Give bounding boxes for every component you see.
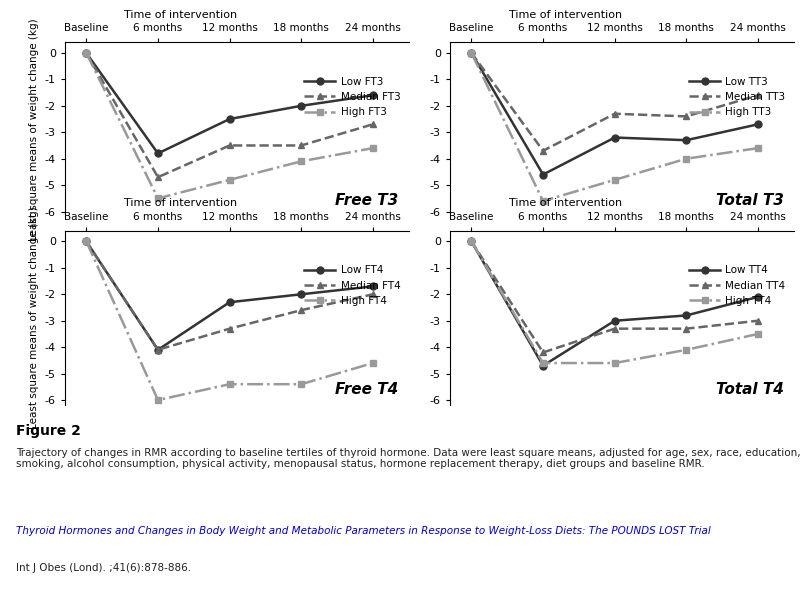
Median TT3 bbox=[610, 110, 620, 117]
Low FT4 bbox=[368, 283, 377, 290]
Text: Total T4: Total T4 bbox=[715, 382, 783, 397]
Low FT4 bbox=[296, 290, 306, 298]
X-axis label: Time of intervention: Time of intervention bbox=[509, 10, 622, 20]
High FT3 bbox=[82, 49, 92, 56]
Line: High FT4: High FT4 bbox=[83, 238, 377, 404]
X-axis label: Time of intervention: Time of intervention bbox=[124, 198, 237, 208]
Low TT3 bbox=[538, 171, 548, 178]
Line: Median FT4: Median FT4 bbox=[83, 238, 377, 353]
High TT4 bbox=[681, 346, 691, 353]
Y-axis label: Least square means of weight change (kg): Least square means of weight change (kg) bbox=[29, 18, 39, 241]
Line: High FT3: High FT3 bbox=[83, 50, 377, 202]
Median TT3 bbox=[753, 91, 763, 99]
Line: High TT3: High TT3 bbox=[468, 50, 761, 204]
Median TT3 bbox=[681, 113, 691, 120]
X-axis label: Time of intervention: Time of intervention bbox=[509, 198, 622, 208]
High FT3 bbox=[224, 176, 234, 183]
Low FT4 bbox=[224, 299, 234, 306]
Median FT3 bbox=[224, 142, 234, 149]
Low TT4 bbox=[681, 312, 691, 319]
Line: Median TT3: Median TT3 bbox=[468, 50, 761, 154]
Median FT4 bbox=[368, 290, 377, 298]
Low TT4 bbox=[753, 293, 763, 301]
Median TT4 bbox=[610, 325, 620, 332]
Legend: Low TT4, Median TT4, High TT4: Low TT4, Median TT4, High TT4 bbox=[686, 262, 789, 309]
Low FT3 bbox=[153, 150, 163, 157]
Text: Free T4: Free T4 bbox=[335, 382, 399, 397]
High TT4 bbox=[538, 359, 548, 367]
Median TT4 bbox=[753, 317, 763, 324]
High FT3 bbox=[296, 158, 306, 165]
Line: Low FT3: Low FT3 bbox=[83, 50, 377, 157]
Median TT4 bbox=[467, 238, 476, 245]
Text: Int J Obes (Lond). ;41(6):878-886.: Int J Obes (Lond). ;41(6):878-886. bbox=[16, 563, 191, 573]
Line: High TT4: High TT4 bbox=[468, 238, 761, 367]
High TT4 bbox=[753, 330, 763, 338]
Low FT4 bbox=[153, 346, 163, 353]
Median FT4 bbox=[82, 238, 92, 245]
Text: Thyroid Hormones and Changes in Body Weight and Metabolic Parameters in Response: Thyroid Hormones and Changes in Body Wei… bbox=[16, 526, 711, 537]
High FT4 bbox=[224, 381, 234, 388]
Median FT4 bbox=[296, 307, 306, 314]
Median FT3 bbox=[82, 49, 92, 56]
High FT4 bbox=[153, 396, 163, 404]
Median FT3 bbox=[153, 174, 163, 181]
Low FT3 bbox=[82, 49, 92, 56]
High TT3 bbox=[753, 145, 763, 152]
Median FT3 bbox=[368, 120, 377, 128]
High TT3 bbox=[610, 176, 620, 183]
High TT3 bbox=[467, 49, 476, 56]
Median TT3 bbox=[538, 147, 548, 154]
Line: Low TT4: Low TT4 bbox=[468, 238, 761, 369]
Low TT3 bbox=[467, 49, 476, 56]
High TT3 bbox=[538, 197, 548, 204]
Low FT4 bbox=[82, 238, 92, 245]
Text: Total T3: Total T3 bbox=[715, 193, 783, 208]
Low TT3 bbox=[681, 137, 691, 144]
Line: Low FT4: Low FT4 bbox=[83, 238, 377, 353]
High FT3 bbox=[368, 145, 377, 152]
Median FT4 bbox=[224, 325, 234, 332]
Median FT3 bbox=[296, 142, 306, 149]
High TT4 bbox=[610, 359, 620, 367]
Text: Figure 2: Figure 2 bbox=[16, 424, 81, 437]
High FT4 bbox=[296, 381, 306, 388]
Median TT4 bbox=[538, 349, 548, 356]
Line: Low TT3: Low TT3 bbox=[468, 50, 761, 178]
Low TT4 bbox=[467, 238, 476, 245]
Low FT3 bbox=[224, 116, 234, 123]
Low TT3 bbox=[753, 120, 763, 128]
Line: Median FT3: Median FT3 bbox=[83, 50, 377, 181]
Median FT4 bbox=[153, 346, 163, 353]
High TT3 bbox=[681, 155, 691, 162]
Legend: Low FT4, Median FT4, High FT4: Low FT4, Median FT4, High FT4 bbox=[301, 262, 403, 309]
High FT3 bbox=[153, 195, 163, 202]
Y-axis label: Least square means of weight change (kg): Least square means of weight change (kg) bbox=[29, 207, 39, 430]
High FT4 bbox=[368, 359, 377, 367]
Low TT4 bbox=[538, 362, 548, 369]
Median TT3 bbox=[467, 49, 476, 56]
Low FT3 bbox=[296, 102, 306, 110]
X-axis label: Time of intervention: Time of intervention bbox=[124, 10, 237, 20]
Low TT3 bbox=[610, 134, 620, 141]
Low TT4 bbox=[610, 317, 620, 324]
Low FT3 bbox=[368, 91, 377, 99]
High FT4 bbox=[82, 238, 92, 245]
Text: Trajectory of changes in RMR according to baseline tertiles of thyroid hormone. : Trajectory of changes in RMR according t… bbox=[16, 448, 801, 469]
Line: Median TT4: Median TT4 bbox=[468, 238, 761, 356]
Text: Free T3: Free T3 bbox=[335, 193, 399, 208]
Legend: Low TT3, Median TT3, High TT3: Low TT3, Median TT3, High TT3 bbox=[686, 74, 789, 120]
Legend: Low FT3, Median FT3, High FT3: Low FT3, Median FT3, High FT3 bbox=[301, 74, 403, 120]
Median TT4 bbox=[681, 325, 691, 332]
High TT4 bbox=[467, 238, 476, 245]
